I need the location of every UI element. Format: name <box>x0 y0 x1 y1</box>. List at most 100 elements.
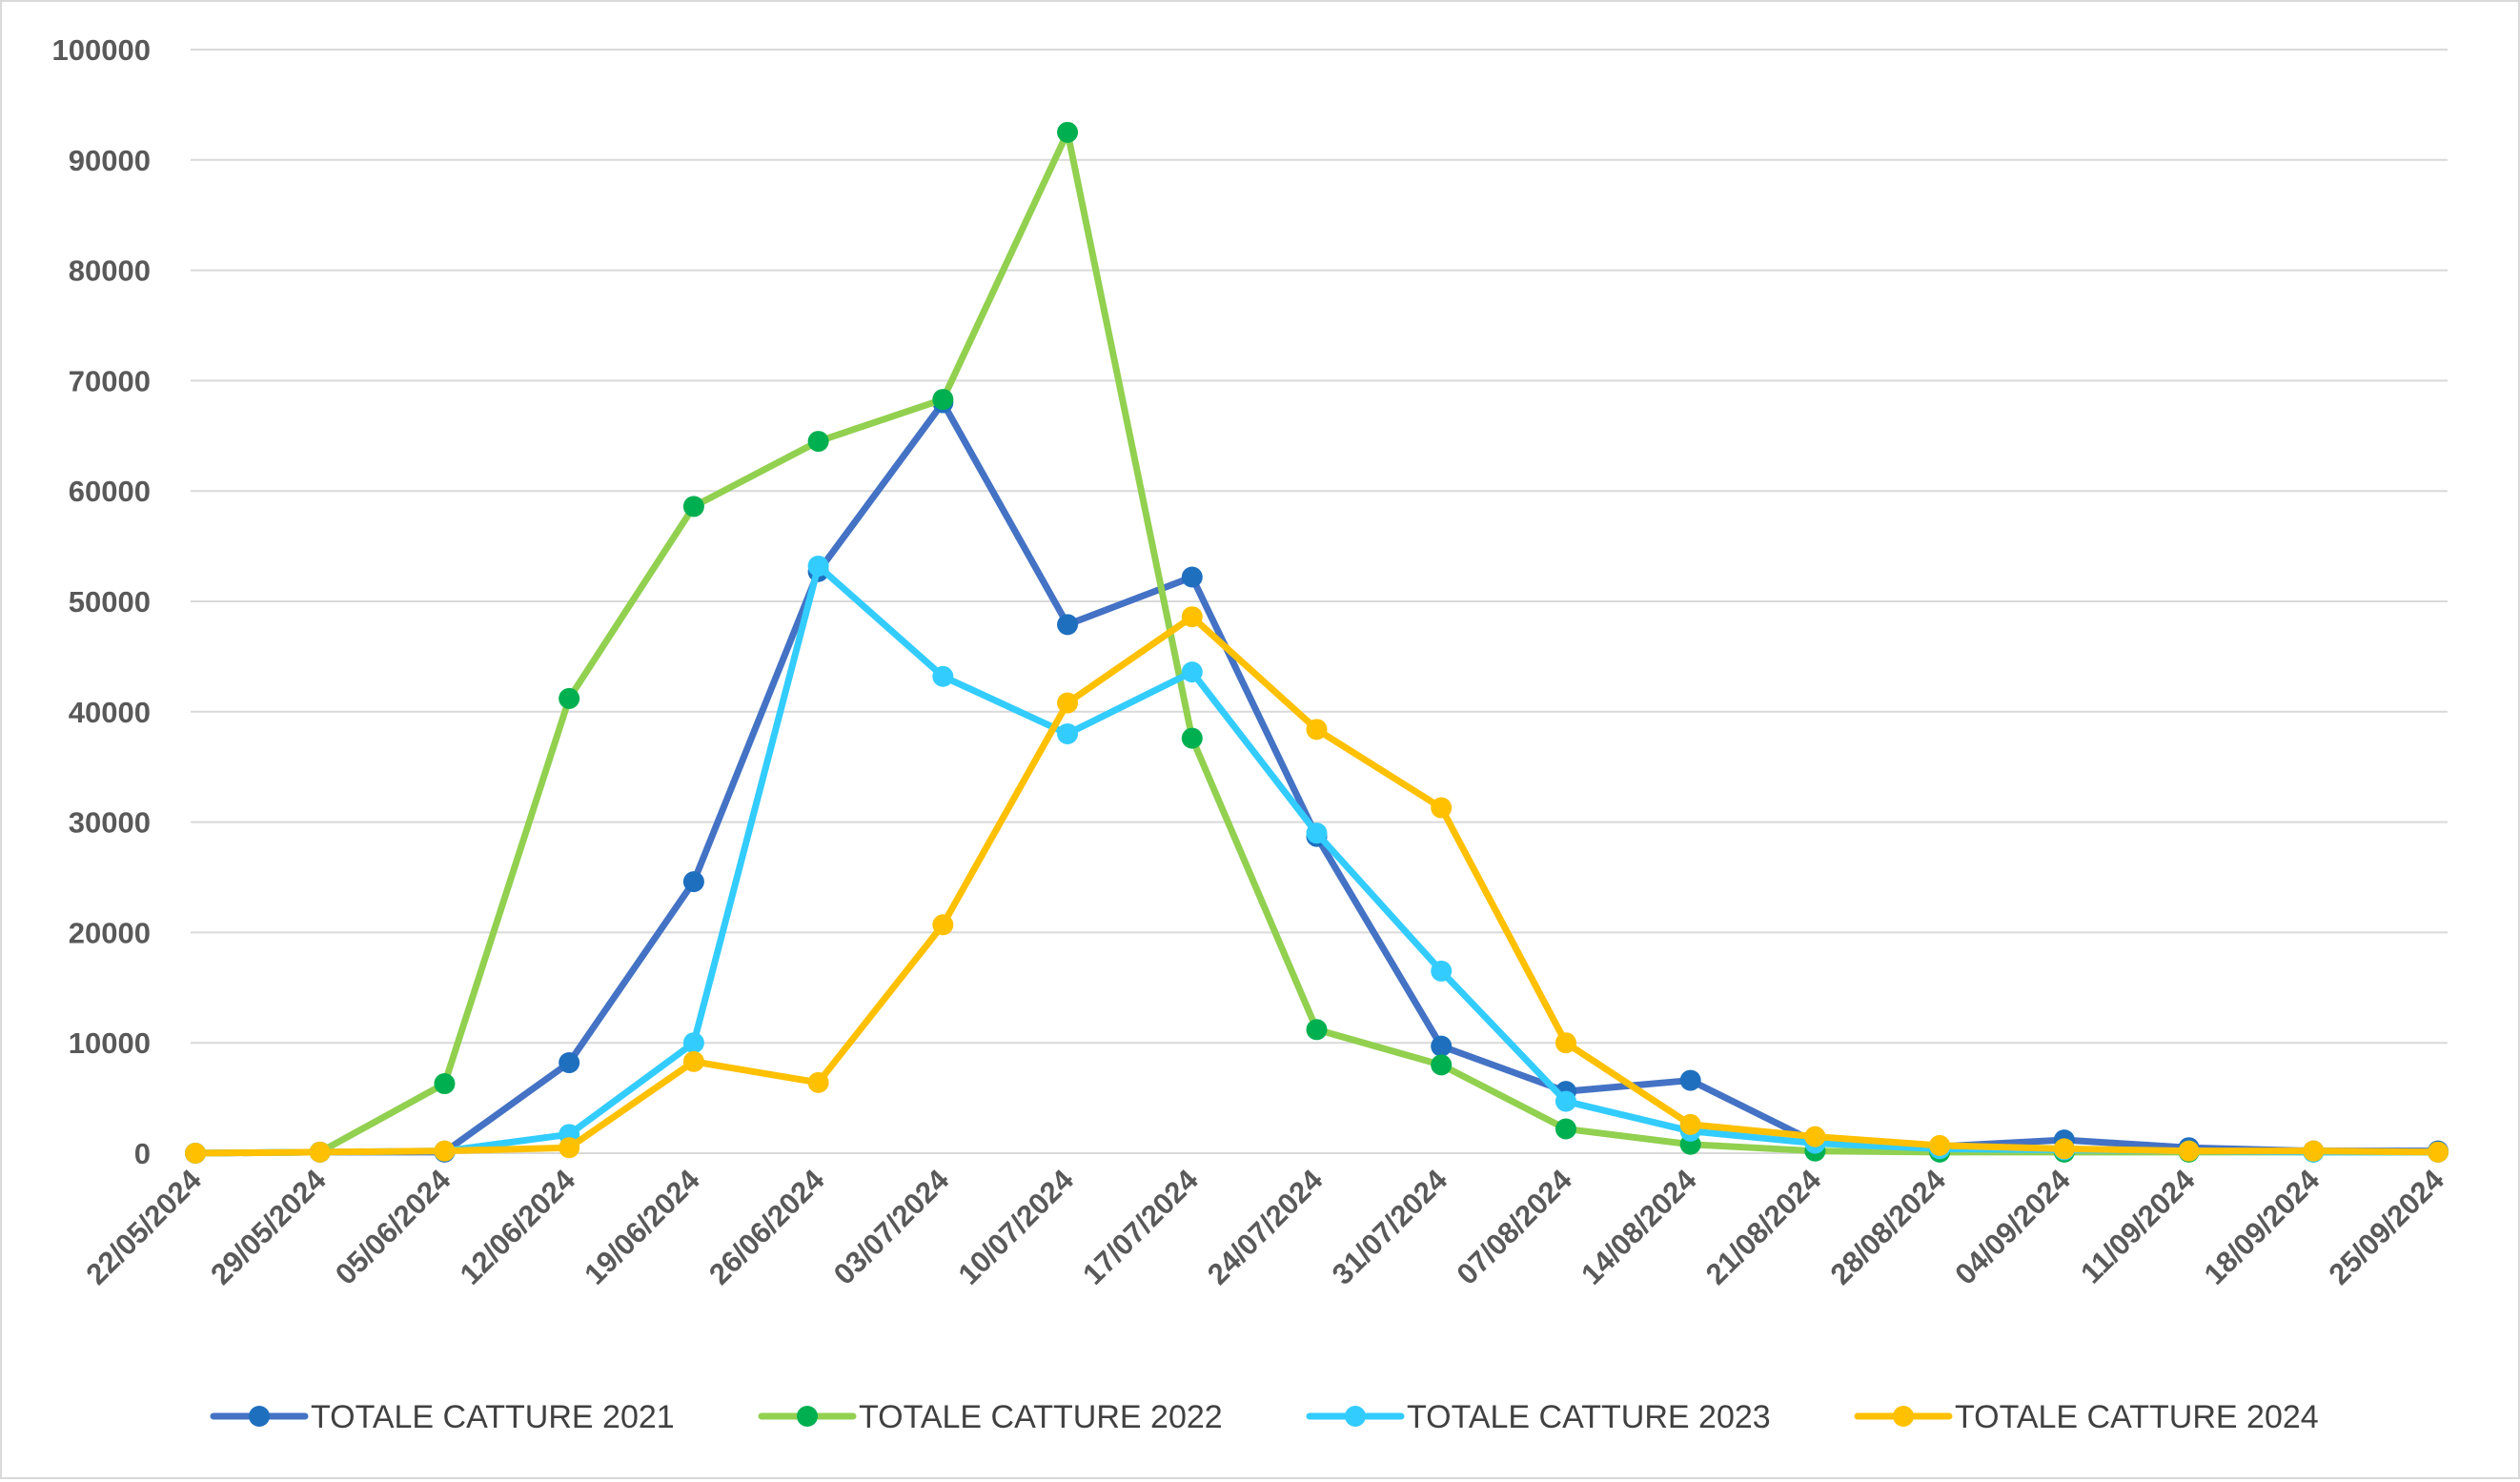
y-tick-label: 60000 <box>69 475 151 508</box>
legend-label: TOTALE CATTURE 2021 <box>311 1399 675 1435</box>
data-point <box>559 687 580 709</box>
y-tick-label: 40000 <box>69 696 151 729</box>
data-point <box>682 871 704 893</box>
data-point <box>559 1052 580 1074</box>
data-point <box>1181 661 1203 683</box>
data-point <box>932 389 954 411</box>
data-point <box>682 496 704 518</box>
data-point <box>1306 1019 1328 1041</box>
series-line <box>192 129 2442 1157</box>
x-tick-label: 14/08/2024 <box>1575 1163 1703 1291</box>
data-point <box>1804 1126 1826 1147</box>
data-point <box>1555 1118 1576 1140</box>
data-point <box>932 665 954 687</box>
x-tick-label: 31/07/2024 <box>1326 1163 1454 1291</box>
legend-label: TOTALE CATTURE 2024 <box>1955 1399 2319 1435</box>
x-tick-label: 18/09/2024 <box>2198 1163 2327 1291</box>
x-tick-label: 21/08/2024 <box>1699 1163 1828 1291</box>
x-tick-label: 26/06/2024 <box>702 1163 831 1291</box>
legend-marker <box>1893 1406 1914 1427</box>
x-tick-label: 04/09/2024 <box>1948 1163 2077 1291</box>
x-tick-label: 24/07/2024 <box>1201 1163 1330 1291</box>
legend-item-1: TOTALE CATTURE 2021 <box>210 1399 675 1435</box>
series-3 <box>185 555 2449 1164</box>
x-tick-label: 29/05/2024 <box>204 1163 333 1291</box>
data-point <box>1306 822 1328 844</box>
data-point <box>1679 1069 1701 1091</box>
legend-label: TOTALE CATTURE 2023 <box>1407 1399 1771 1435</box>
series-line <box>192 399 2442 1157</box>
data-point <box>1057 614 1079 636</box>
y-tick-label: 30000 <box>69 806 151 840</box>
x-tick-label: 25/09/2024 <box>2322 1163 2450 1291</box>
series-2 <box>185 121 2449 1164</box>
data-point <box>1679 1113 1701 1135</box>
y-axis: 0 10000 20000 30000 40000 50000 60000 70000 8000… <box>52 33 151 1170</box>
data-point <box>185 1143 206 1164</box>
data-point <box>2053 1138 2075 1160</box>
data-point <box>1181 727 1203 749</box>
data-point <box>1057 722 1079 744</box>
data-point <box>1929 1134 1951 1156</box>
data-point <box>1431 797 1453 819</box>
legend-marker <box>1345 1406 1366 1427</box>
data-point <box>1431 1054 1453 1076</box>
y-tick-label: 0 <box>134 1137 151 1170</box>
legend-item-4: TOTALE CATTURE 2024 <box>1854 1399 2319 1435</box>
x-tick-label: 22/05/2024 <box>79 1163 208 1291</box>
data-point <box>1555 1032 1576 1054</box>
x-tick-label: 05/06/2024 <box>329 1163 457 1291</box>
y-tick-label: 20000 <box>69 916 151 949</box>
y-tick-label: 70000 <box>69 364 151 397</box>
legend: TOTALE CATTURE 2021 TOTALE CATTURE 2022 TO… <box>210 1399 2319 1435</box>
x-tick-label: 19/06/2024 <box>578 1163 706 1291</box>
x-tick-label: 03/07/2024 <box>827 1163 956 1291</box>
x-tick-label: 10/07/2024 <box>952 1163 1081 1291</box>
legend-item-2: TOTALE CATTURE 2022 <box>758 1399 1223 1435</box>
data-point <box>1306 719 1328 741</box>
data-point <box>309 1141 331 1163</box>
y-tick-label: 100000 <box>52 33 151 67</box>
data-point <box>1555 1090 1576 1112</box>
series-1 <box>185 392 2449 1164</box>
data-point <box>559 1137 580 1159</box>
data-point <box>1181 566 1203 588</box>
data-point <box>434 1073 456 1095</box>
data-point <box>434 1140 456 1162</box>
y-tick-label: 80000 <box>69 254 151 288</box>
data-point <box>682 1032 704 1054</box>
series-line <box>192 562 2442 1157</box>
data-point <box>2428 1141 2449 1163</box>
series-4 <box>185 606 2449 1164</box>
legend-item-3: TOTALE CATTURE 2023 <box>1306 1399 1771 1435</box>
y-tick-label: 90000 <box>69 144 151 177</box>
series-layer <box>185 121 2449 1164</box>
legend-marker <box>797 1406 818 1427</box>
data-point <box>1181 606 1203 628</box>
gridlines <box>191 49 2448 1154</box>
data-point <box>1431 960 1453 982</box>
data-point <box>807 1071 829 1093</box>
legend-label: TOTALE CATTURE 2022 <box>859 1399 1223 1435</box>
y-tick-label: 10000 <box>69 1026 151 1060</box>
data-point <box>1431 1035 1453 1057</box>
data-point <box>807 431 829 453</box>
data-point <box>2178 1140 2200 1162</box>
data-point <box>1057 692 1079 714</box>
data-point <box>1057 121 1079 143</box>
x-axis: 22/05/202429/05/202405/06/202412/06/2024… <box>79 1163 2450 1291</box>
x-tick-label: 17/07/2024 <box>1076 1163 1205 1291</box>
y-tick-label: 50000 <box>69 585 151 619</box>
series-line <box>192 613 2442 1157</box>
x-tick-label: 12/06/2024 <box>454 1163 582 1291</box>
data-point <box>932 914 954 936</box>
data-point <box>2303 1140 2325 1162</box>
data-point <box>682 1050 704 1072</box>
x-tick-label: 07/08/2024 <box>1450 1163 1578 1291</box>
legend-marker <box>249 1406 270 1427</box>
data-point <box>807 555 829 577</box>
x-tick-label: 11/09/2024 <box>2074 1163 2202 1290</box>
x-tick-label: 28/08/2024 <box>1824 1163 1953 1291</box>
